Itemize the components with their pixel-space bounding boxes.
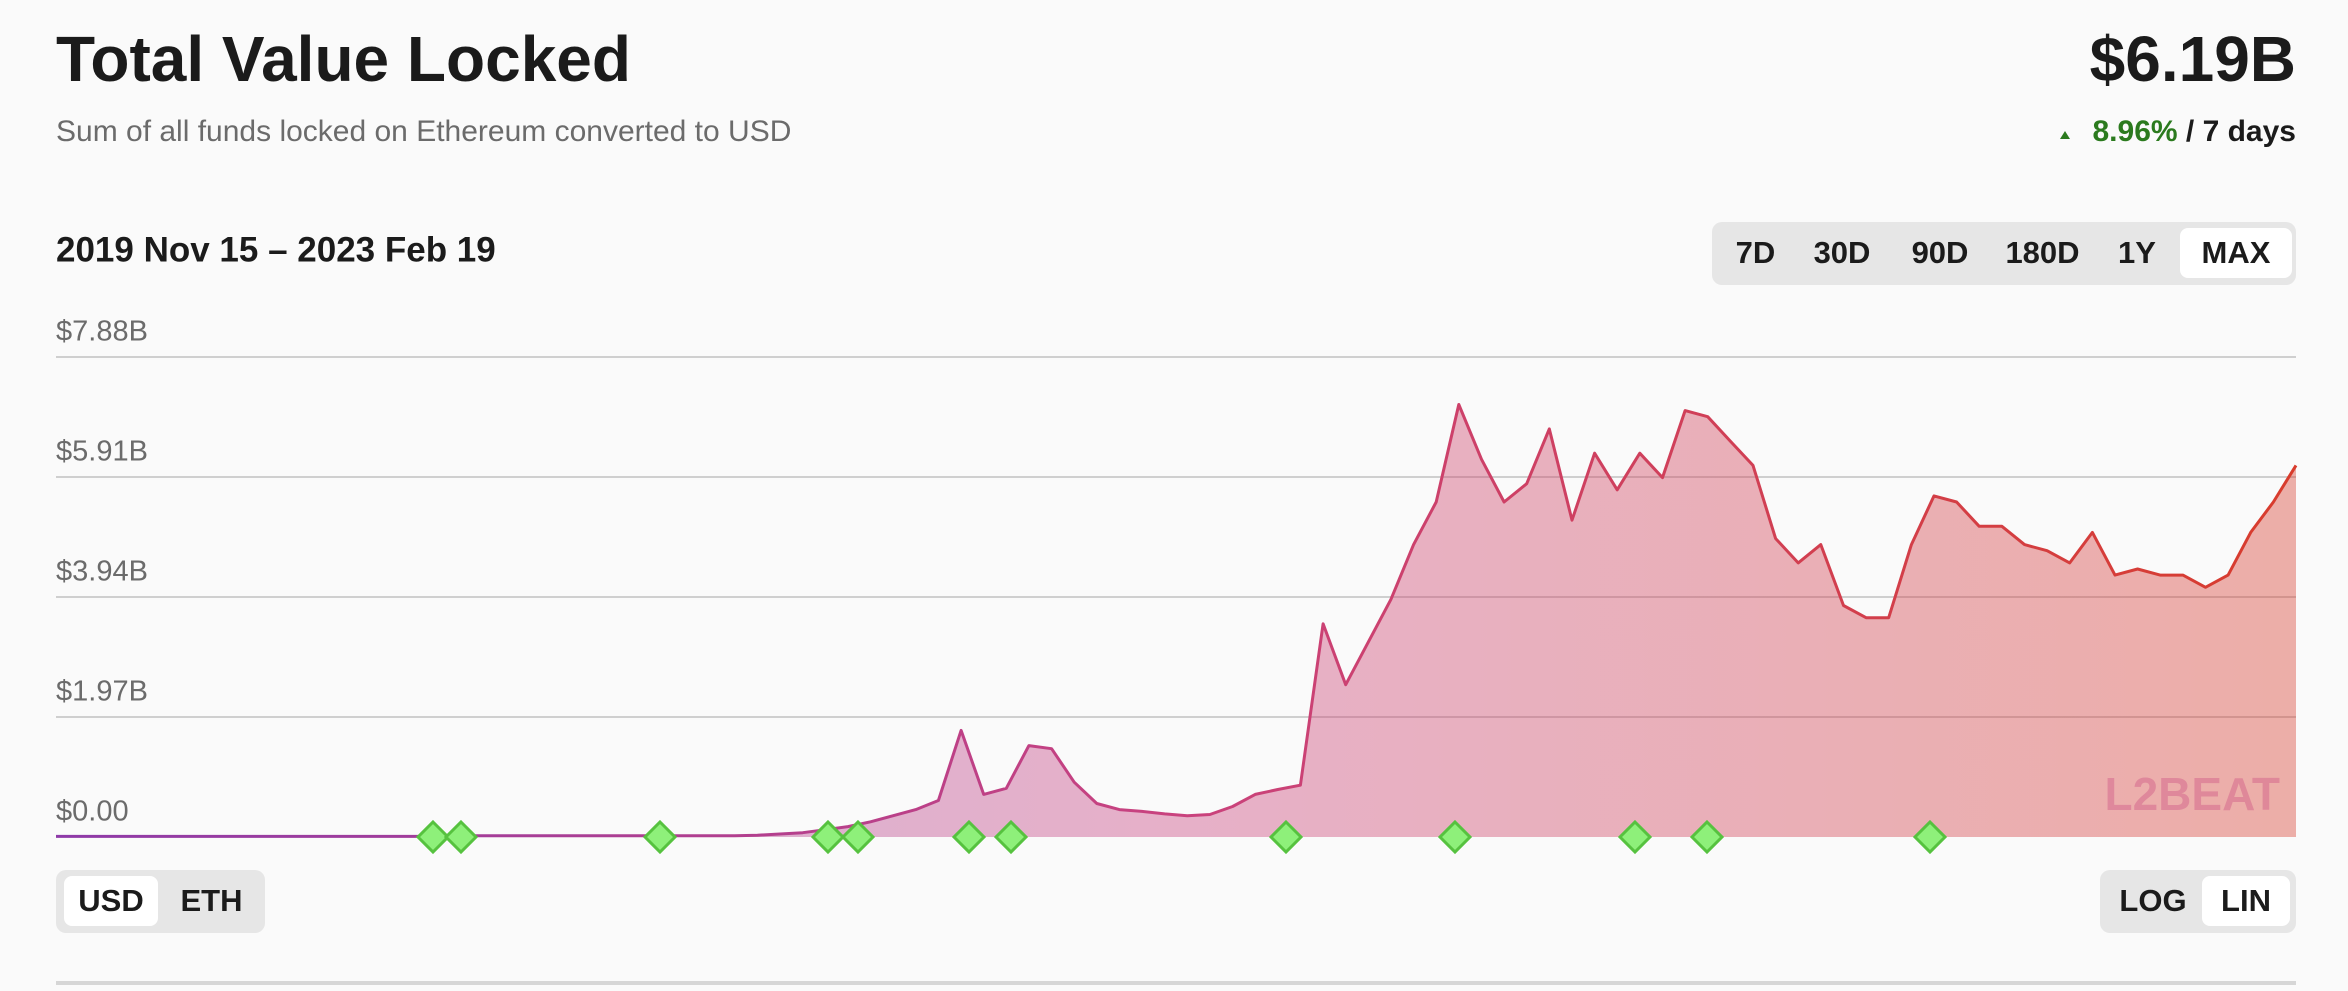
area-fill <box>56 404 2296 837</box>
milestone[interactable] <box>1617 819 1653 855</box>
y-tick-label: $1.97B <box>56 676 148 708</box>
date-range: 2019 Nov 15 – 2023 Feb 19 <box>56 230 496 269</box>
milestone[interactable] <box>1268 819 1304 855</box>
change-period: / 7 days <box>2186 115 2296 148</box>
button[interactable]: 7D <box>1736 235 1776 270</box>
range-group <box>1712 222 2296 285</box>
total-value: $6.19B <box>2090 23 2296 95</box>
button[interactable]: MAX <box>2202 235 2271 270</box>
button-selected <box>2180 228 2292 278</box>
button-selected <box>64 876 158 926</box>
milestones <box>415 819 1948 855</box>
button[interactable]: 30D <box>1814 235 1871 270</box>
milestone[interactable] <box>810 819 846 855</box>
change: 8.96% / 7 days <box>2093 115 2297 148</box>
milestone[interactable] <box>642 819 678 855</box>
watermark: L2BEAT <box>2105 768 2281 820</box>
up-arrow <box>2060 131 2070 139</box>
milestone[interactable] <box>1437 819 1473 855</box>
title: Total Value Locked <box>56 23 631 95</box>
button[interactable]: 180D <box>2005 235 2079 270</box>
button-selected <box>2202 876 2290 926</box>
milestone[interactable] <box>951 819 987 855</box>
change-percent: 8.96% <box>2093 115 2178 148</box>
milestone[interactable] <box>1689 819 1725 855</box>
subtitle: Sum of all funds locked on Ethereum conv… <box>56 115 791 148</box>
y-tick-label: $3.94B <box>56 556 148 588</box>
y-tick-label: $0.00 <box>56 796 129 828</box>
chart: $0.00 $1.97B $3.94B $5.91B $7.88B <box>56 316 2298 838</box>
y-tick-label: $7.88B <box>56 316 148 348</box>
button[interactable]: 1Y <box>2118 235 2156 270</box>
button[interactable]: LIN <box>2221 883 2271 918</box>
milestone[interactable] <box>443 819 479 855</box>
button[interactable]: 90D <box>1912 235 1969 270</box>
button[interactable]: LOG <box>2119 883 2186 918</box>
milestone[interactable] <box>415 819 451 855</box>
milestone[interactable] <box>993 819 1029 855</box>
milestone[interactable] <box>1912 819 1948 855</box>
y-tick-label: $5.91B <box>56 436 148 468</box>
button[interactable]: ETH <box>181 883 243 918</box>
button[interactable]: USD <box>78 883 143 918</box>
milestone[interactable] <box>840 819 876 855</box>
